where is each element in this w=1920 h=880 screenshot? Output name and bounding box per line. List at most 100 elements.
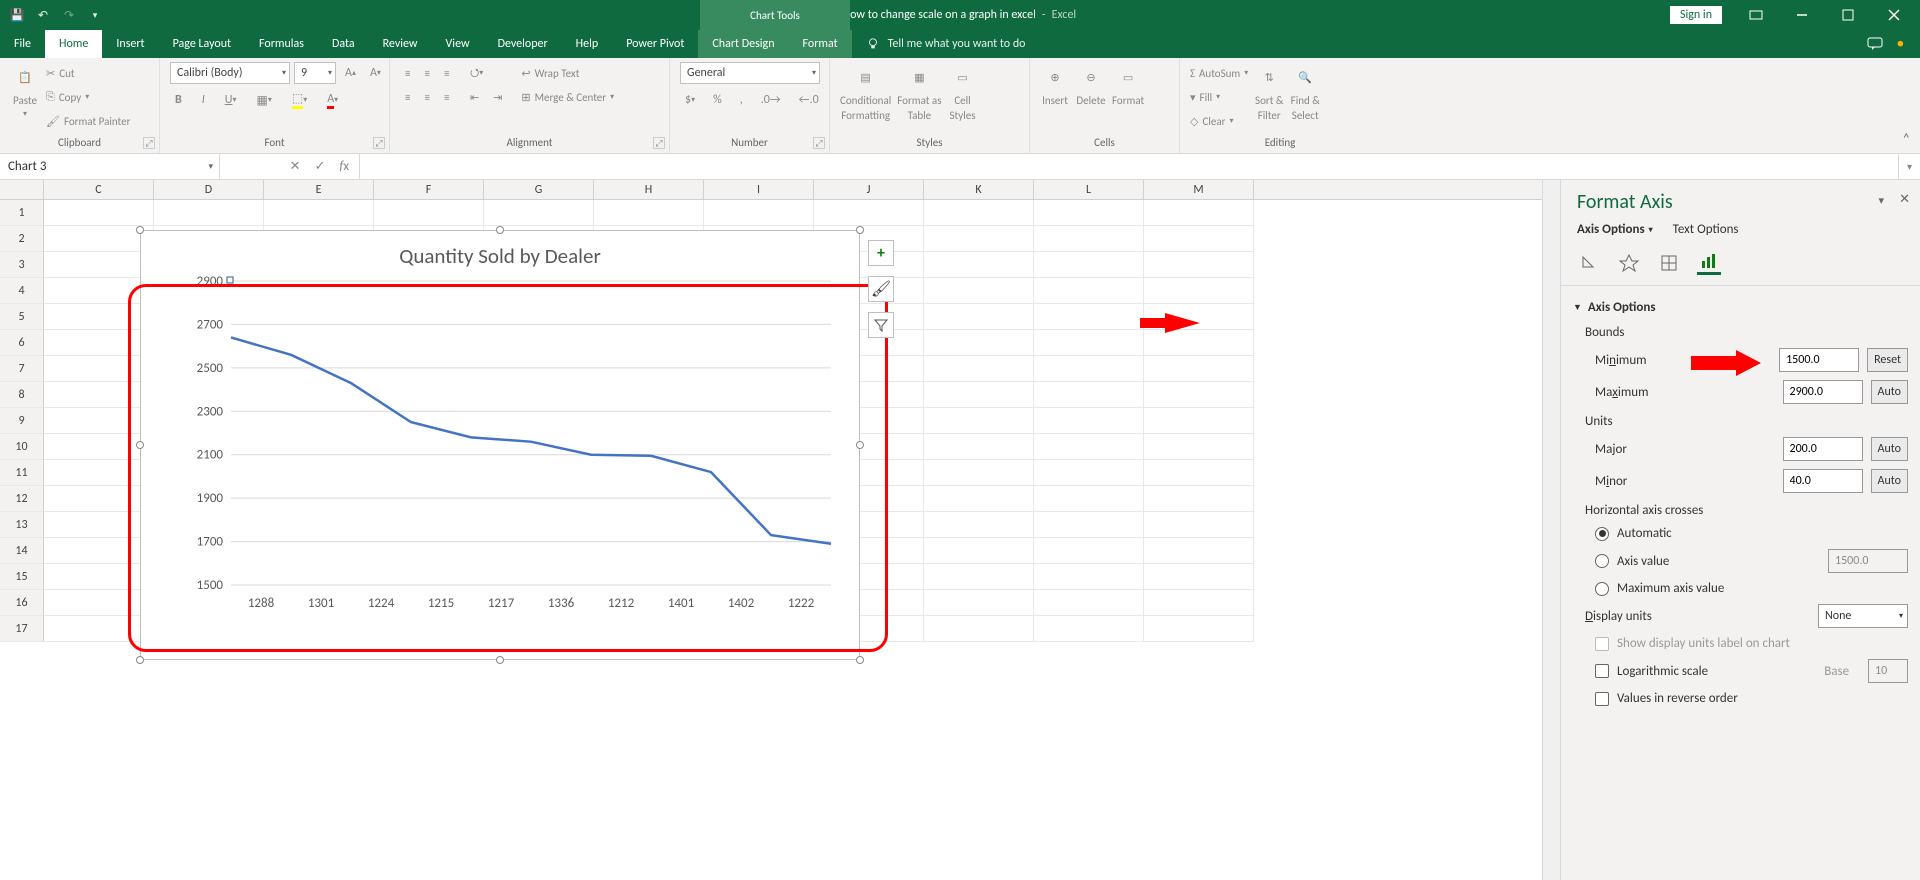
name-box[interactable]: Chart 3 ▾ xyxy=(0,154,220,179)
tab-insert[interactable]: Insert xyxy=(102,30,158,58)
cell[interactable] xyxy=(924,252,1034,278)
enter-formula-icon[interactable]: ✓ xyxy=(314,159,325,174)
cell[interactable] xyxy=(44,564,154,590)
row-header[interactable]: 3 xyxy=(0,252,44,278)
cell[interactable] xyxy=(924,590,1034,616)
cell[interactable] xyxy=(44,304,154,330)
cell[interactable] xyxy=(1034,200,1144,226)
tab-help[interactable]: Help xyxy=(562,30,613,58)
decrease-font-icon[interactable]: A▾ xyxy=(365,63,386,83)
cell[interactable] xyxy=(1034,408,1144,434)
dialog-launcher-icon[interactable]: ⤢ xyxy=(373,137,385,149)
merge-center-button[interactable]: ⊞Merge & Center ▾ xyxy=(521,86,614,108)
increase-indent-icon[interactable]: ⇥ xyxy=(488,87,507,107)
size-properties-icon[interactable] xyxy=(1657,251,1681,275)
cell[interactable] xyxy=(1144,486,1254,512)
minimize-icon[interactable] xyxy=(1780,1,1824,29)
decrease-indent-icon[interactable]: ⇤ xyxy=(465,87,484,107)
cell[interactable] xyxy=(704,200,814,226)
fill-line-icon[interactable] xyxy=(1577,251,1601,275)
font-color-button[interactable]: A ▾ xyxy=(322,90,343,110)
cell[interactable] xyxy=(1144,538,1254,564)
align-center-icon[interactable]: ≡ xyxy=(419,87,434,107)
chart-styles-button[interactable]: 🖌 xyxy=(868,276,894,302)
cell[interactable] xyxy=(814,200,924,226)
cell[interactable] xyxy=(1144,382,1254,408)
cell[interactable] xyxy=(1034,460,1144,486)
cell[interactable] xyxy=(924,408,1034,434)
align-bottom-icon[interactable]: ≡ xyxy=(439,63,454,83)
resize-handle[interactable] xyxy=(136,441,144,449)
cell[interactable] xyxy=(1034,616,1144,642)
worksheet[interactable]: CDEFGHIJKLM 1234567891011121314151617 Qu… xyxy=(0,180,1542,880)
minimum-input[interactable] xyxy=(1779,348,1859,372)
cell[interactable] xyxy=(924,330,1034,356)
cell[interactable] xyxy=(44,252,154,278)
underline-button[interactable]: U ▾ xyxy=(220,90,242,110)
cancel-formula-icon[interactable]: ✕ xyxy=(290,159,301,174)
maximize-icon[interactable] xyxy=(1826,1,1870,29)
increase-decimal-icon[interactable]: .0→ xyxy=(756,90,786,110)
cut-button[interactable]: ✂Cut xyxy=(46,62,130,84)
cell[interactable] xyxy=(924,512,1034,538)
cell[interactable] xyxy=(1034,382,1144,408)
collapse-ribbon-icon[interactable]: ˄ xyxy=(1902,130,1910,147)
redo-icon[interactable]: ↷ xyxy=(60,6,78,24)
cell[interactable] xyxy=(924,434,1034,460)
copy-button[interactable]: ⎘Copy▾ xyxy=(46,86,130,108)
cell[interactable] xyxy=(924,278,1034,304)
column-header[interactable]: D xyxy=(154,180,264,199)
tab-developer[interactable]: Developer xyxy=(484,30,562,58)
cell[interactable] xyxy=(1144,564,1254,590)
tell-me-search[interactable]: Tell me what you want to do xyxy=(852,30,1040,58)
column-header[interactable]: K xyxy=(924,180,1034,199)
increase-font-icon[interactable]: A▴ xyxy=(340,63,361,83)
qat-customize-icon[interactable]: ▾ xyxy=(86,6,104,24)
bold-button[interactable]: B xyxy=(170,90,187,110)
orientation-icon[interactable]: ⭯ ▾ xyxy=(465,63,488,83)
major-input[interactable] xyxy=(1783,437,1863,461)
row-header[interactable]: 16 xyxy=(0,590,44,616)
cell[interactable] xyxy=(1034,330,1144,356)
column-header[interactable]: G xyxy=(484,180,594,199)
pane-options-icon[interactable]: ▾ xyxy=(1878,194,1884,207)
resize-handle[interactable] xyxy=(496,226,504,234)
pane-tab-axis-options[interactable]: Axis Options▾ xyxy=(1577,222,1653,237)
auto-major-button[interactable]: Auto xyxy=(1871,437,1908,461)
radio-max-axis[interactable]: Maximum axis value xyxy=(1573,577,1908,600)
tab-review[interactable]: Review xyxy=(369,30,432,58)
tab-page-layout[interactable]: Page Layout xyxy=(159,30,245,58)
clear-button[interactable]: ◇Clear ▾ xyxy=(1190,110,1248,132)
align-right-icon[interactable]: ≡ xyxy=(439,87,454,107)
resize-handle[interactable] xyxy=(856,226,864,234)
cell[interactable] xyxy=(1034,486,1144,512)
pending-icon[interactable]: ● xyxy=(1897,37,1904,51)
cell[interactable] xyxy=(44,278,154,304)
row-header[interactable]: 7 xyxy=(0,356,44,382)
row-header[interactable]: 12 xyxy=(0,486,44,512)
comments-icon[interactable] xyxy=(1867,37,1883,51)
column-header[interactable]: J xyxy=(814,180,924,199)
row-header[interactable]: 1 xyxy=(0,200,44,226)
close-icon[interactable] xyxy=(1872,1,1916,29)
cell[interactable] xyxy=(1144,590,1254,616)
axis-options-icon[interactable] xyxy=(1697,251,1721,275)
resize-handle[interactable] xyxy=(496,656,504,664)
cell[interactable] xyxy=(1034,538,1144,564)
cell[interactable] xyxy=(1144,200,1254,226)
ribbon-display-icon[interactable] xyxy=(1734,1,1778,29)
radio-automatic[interactable]: Automatic xyxy=(1573,522,1908,545)
cell[interactable] xyxy=(924,382,1034,408)
row-header[interactable]: 5 xyxy=(0,304,44,330)
column-header[interactable]: M xyxy=(1144,180,1254,199)
row-header[interactable]: 13 xyxy=(0,512,44,538)
insert-cells-button[interactable]: ⊕Insert xyxy=(1040,62,1070,107)
auto-maximum-button[interactable]: Auto xyxy=(1871,380,1908,404)
currency-icon[interactable]: $ ▾ xyxy=(680,90,700,110)
cell[interactable] xyxy=(44,616,154,642)
resize-handle[interactable] xyxy=(136,226,144,234)
cell[interactable] xyxy=(44,512,154,538)
log-scale-check[interactable]: Logarithmic scaleBase xyxy=(1573,655,1908,687)
row-header[interactable]: 2 xyxy=(0,226,44,252)
radio-axis-value[interactable]: Axis value xyxy=(1573,545,1908,577)
